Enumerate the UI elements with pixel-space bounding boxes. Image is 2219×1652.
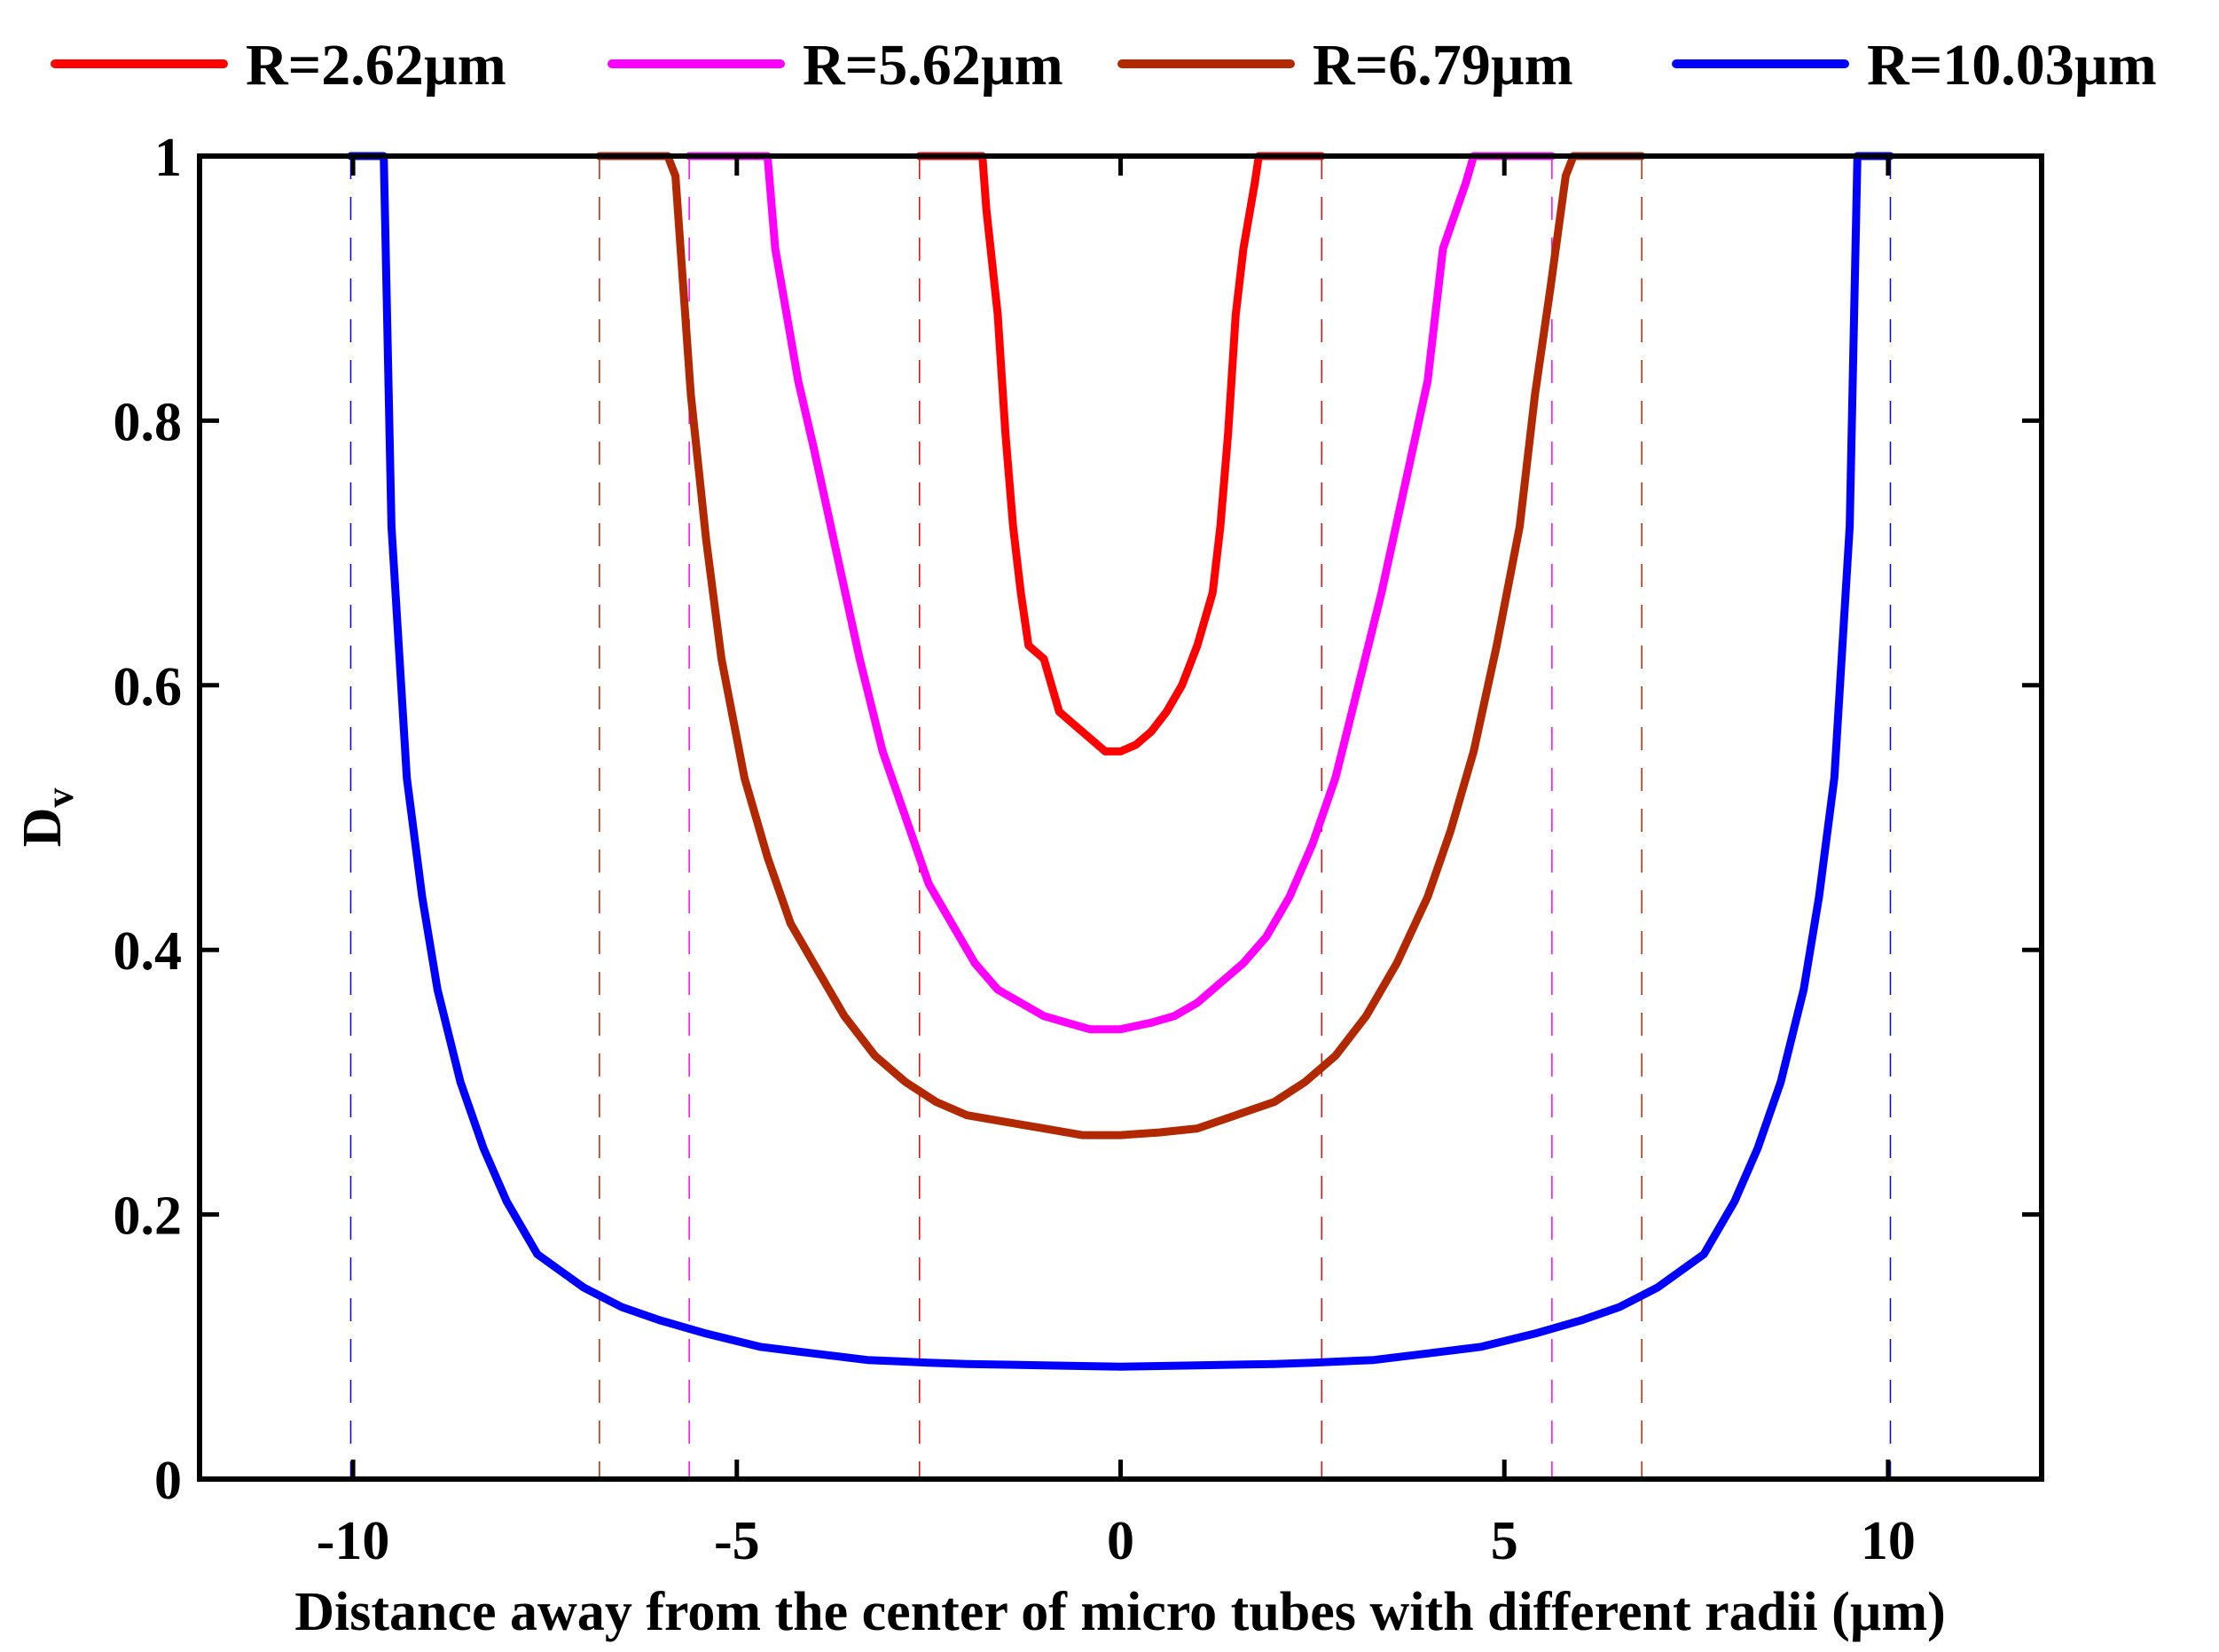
legend-label-3: R=10.03µm <box>1867 33 2157 98</box>
legend-label-2: R=6.79µm <box>1313 33 1573 98</box>
x-tick-label-0: -10 <box>317 1511 390 1571</box>
x-tick-label-4: 10 <box>1861 1511 1916 1571</box>
y-axis-ticks: 0 0.2 0.4 0.6 0.8 1 <box>114 128 2042 1511</box>
y-tick-label-0: 0 <box>154 1451 182 1511</box>
x-axis-label: Distance away from the center of micro t… <box>294 1582 1945 1642</box>
legend: R=2.62µm R=5.62µm R=6.79µm R=10.03µm <box>51 33 2157 98</box>
y-tick-label-1: 0.2 <box>114 1186 183 1247</box>
x-axis-ticks: -10 -5 0 5 10 <box>317 156 1916 1571</box>
radius-guide-lines <box>349 156 1892 1479</box>
series-line-0 <box>915 152 1326 756</box>
series-line-2 <box>595 152 1646 1139</box>
x-tick-label-1: -5 <box>714 1511 760 1571</box>
legend-label-1: R=5.62µm <box>803 33 1063 98</box>
y-axis-label: Dv <box>12 788 82 848</box>
plot-frame <box>197 153 2044 1482</box>
y-axis-label-subscript: v <box>38 788 82 808</box>
series-line-3 <box>347 152 1894 1371</box>
legend-label-0: R=2.62µm <box>246 33 506 98</box>
y-tick-label-2: 0.4 <box>114 921 183 982</box>
y-axis-label-main: D <box>12 808 73 848</box>
x-tick-label-2: 0 <box>1107 1511 1134 1571</box>
series-line-1 <box>685 152 1556 1034</box>
x-tick-label-3: 5 <box>1491 1511 1518 1571</box>
y-tick-label-3: 0.6 <box>114 657 183 717</box>
y-tick-label-4: 0.8 <box>114 392 183 452</box>
y-tick-label-5: 1 <box>154 128 182 188</box>
data-curves <box>347 152 1894 1371</box>
